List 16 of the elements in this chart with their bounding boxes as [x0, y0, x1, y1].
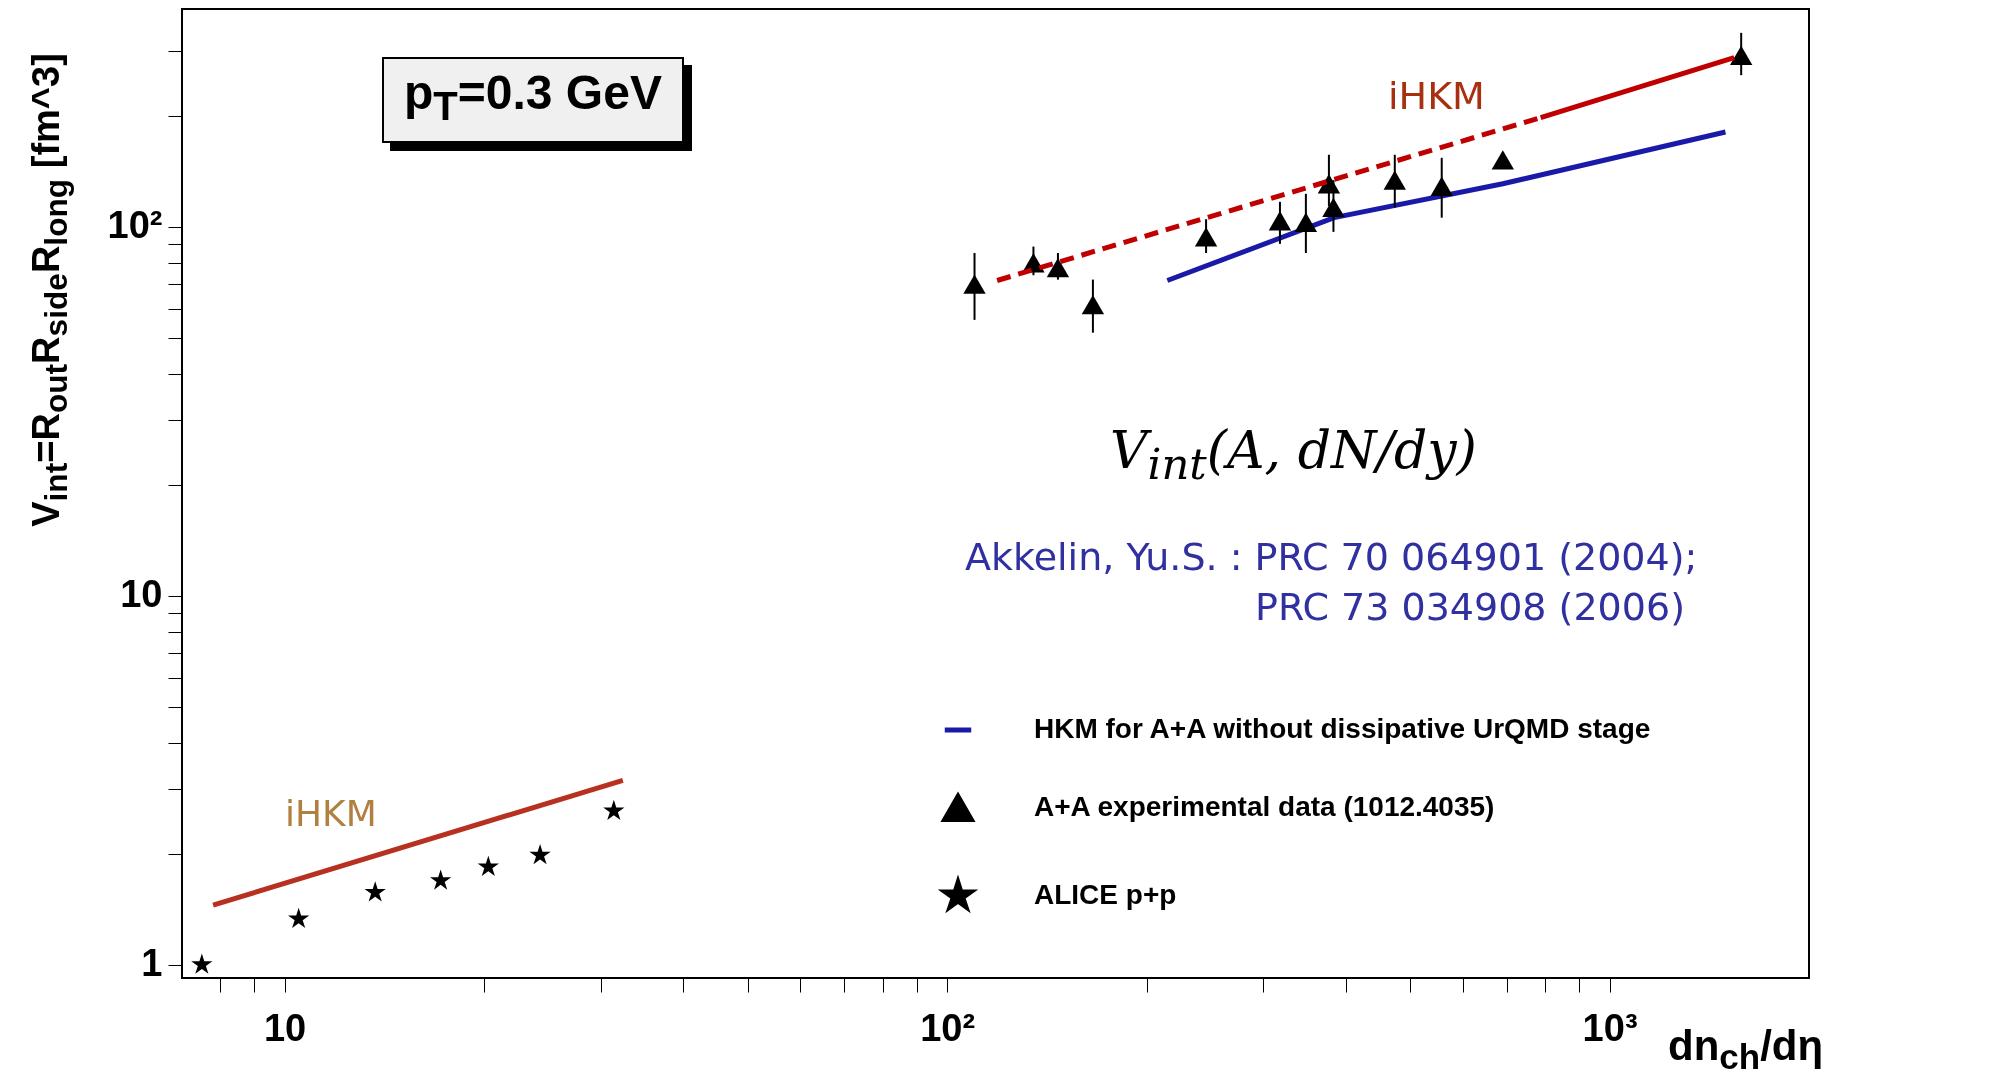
annotation: iHKM: [285, 793, 377, 834]
x-tick-label: 10³: [1582, 1006, 1638, 1049]
legend-label: ALICE p+p: [1034, 879, 1177, 910]
annotation: Akkelin, Yu.S. : PRC 70 064901 (2004);: [965, 535, 1698, 579]
legend-label: A+A experimental data (1012.4035): [1034, 791, 1495, 822]
y-tick-label: 1: [141, 942, 163, 985]
y-tick-label: 10²: [107, 204, 163, 247]
annotation: PRC 73 034908 (2006): [1255, 585, 1685, 629]
annotation: iHKM: [1388, 74, 1485, 118]
y-tick-label: 10: [120, 573, 163, 616]
legend-label: HKM for A+A without dissipative UrQMD stage: [1034, 713, 1651, 744]
x-tick-label: 10²: [920, 1006, 976, 1049]
x-axis-title: dn$_{ch}$/dη: [1668, 1022, 1824, 1078]
annotation: p$_{T}$=0.3 GeV: [382, 57, 684, 143]
x-tick-label: 10: [263, 1006, 307, 1049]
annotation: V$_{int}$(A, dN/dy): [1110, 420, 1477, 490]
